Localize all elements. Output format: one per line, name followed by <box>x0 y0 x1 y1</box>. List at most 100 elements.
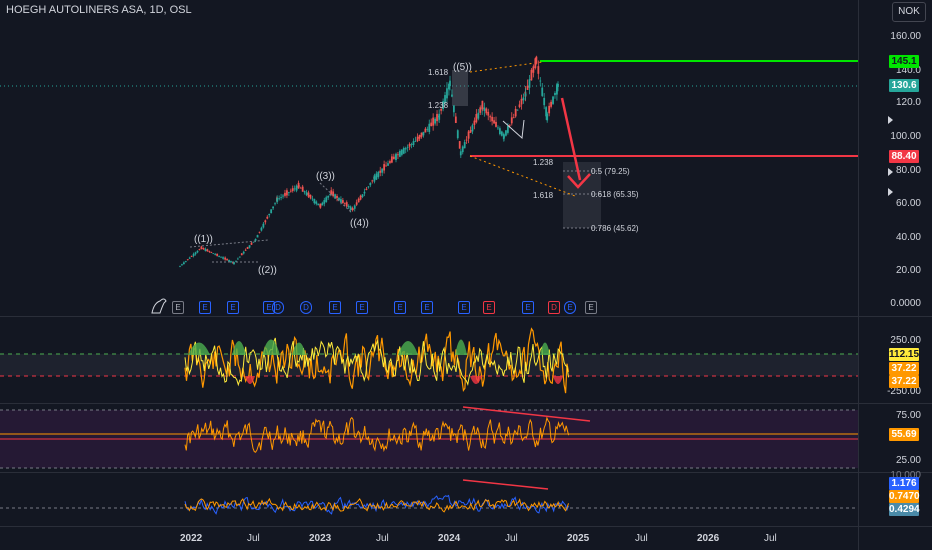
pane-separator-2[interactable] <box>0 403 932 404</box>
time-label: Jul <box>635 533 648 544</box>
candle-body <box>181 264 183 266</box>
candle-body <box>461 146 464 153</box>
price-tick: 60.00 <box>895 198 921 209</box>
dividend-event-marker[interactable]: E <box>564 301 576 314</box>
earnings-event-marker[interactable]: D <box>548 301 560 314</box>
price-candles <box>179 55 559 268</box>
earnings-event-marker[interactable]: E <box>227 301 239 314</box>
candle-body <box>518 104 521 108</box>
candle-body <box>317 203 320 206</box>
time-label: 2023 <box>309 533 332 544</box>
candle-body <box>325 197 328 202</box>
earnings-event-marker[interactable]: E <box>172 301 184 314</box>
candle-body <box>392 156 395 160</box>
earnings-event-marker[interactable]: E <box>585 301 597 314</box>
pane2-positive-area <box>232 341 246 355</box>
fib-box-bottom[interactable] <box>563 162 601 228</box>
candle-body <box>397 154 399 156</box>
candle-body <box>264 220 267 223</box>
candle-body <box>289 190 292 192</box>
earnings-event-marker[interactable]: E <box>329 301 341 314</box>
projection-arrow-line[interactable] <box>560 97 582 181</box>
candle-body <box>503 135 505 138</box>
dividend-event-marker[interactable]: D <box>272 301 284 314</box>
earnings-event-marker[interactable]: E <box>356 301 368 314</box>
candle-body <box>514 108 517 117</box>
candle-body <box>246 247 249 249</box>
candle-body <box>291 188 294 191</box>
earnings-event-marker[interactable]: E <box>263 301 275 314</box>
candle-body <box>206 249 209 252</box>
candle-body <box>349 206 352 211</box>
symbol-title[interactable]: HOEGH AUTOLINERS ASA, 1D, OSL <box>6 4 192 16</box>
candle-body <box>406 146 409 148</box>
earnings-event-marker[interactable]: E <box>421 301 433 314</box>
candle-body <box>410 143 413 145</box>
candle-body <box>528 79 531 88</box>
candle-body <box>498 128 501 135</box>
rsi-divergence-line[interactable] <box>462 406 591 422</box>
pane-separator-1[interactable] <box>0 316 932 317</box>
candle-body <box>351 208 354 210</box>
candle-body <box>204 248 207 252</box>
earnings-event-marker[interactable]: E <box>522 301 534 314</box>
lower-trend-line[interactable] <box>469 155 576 197</box>
candle-body <box>428 123 431 132</box>
wave-label-4: ((4)) <box>350 218 369 229</box>
candle-body <box>446 88 448 99</box>
fib-box-top[interactable] <box>452 70 468 106</box>
wave-pattern-line-3 <box>319 182 353 214</box>
candle-body <box>543 98 546 106</box>
earnings-event-marker[interactable]: E <box>458 301 470 314</box>
candle-body <box>550 101 552 107</box>
candle-body <box>491 116 494 122</box>
candle-body <box>383 164 386 171</box>
candle-body <box>375 173 378 180</box>
candle-body <box>238 256 241 258</box>
time-label: Jul <box>764 533 777 544</box>
candle-body <box>485 108 488 114</box>
pane2-positive-area <box>398 341 418 355</box>
dinosaur-logo-icon[interactable] <box>151 298 167 314</box>
dividend-event-marker[interactable]: D <box>300 301 312 314</box>
candle-body <box>194 252 197 255</box>
earnings-event-marker[interactable]: E <box>483 301 495 314</box>
earnings-event-marker[interactable]: E <box>394 301 406 314</box>
macd-divergence-line[interactable] <box>462 479 549 490</box>
candle-body <box>377 172 380 178</box>
candle-body <box>274 203 276 205</box>
upper-trend-line[interactable] <box>469 61 543 73</box>
pane-separator-3[interactable] <box>0 472 932 473</box>
main-chart-canvas[interactable]: ((1)) ((2)) ((3)) ((4)) ((5)) 1.618 1.23… <box>0 0 858 550</box>
pane3-value-tag: 55.69 <box>889 428 919 441</box>
candle-body <box>186 259 189 261</box>
price-tick: 0.0000 <box>890 298 921 309</box>
resistance-price-tag: 145.1 <box>889 55 919 68</box>
candle-body <box>404 148 407 150</box>
currency-button[interactable]: NOK <box>892 2 926 22</box>
candle-body <box>353 205 356 209</box>
candle-body <box>508 124 511 126</box>
candle-body <box>235 260 237 262</box>
candle-body <box>497 127 499 129</box>
price-tick: 80.00 <box>895 165 921 176</box>
fib-top-1618-label: 1.618 <box>428 68 449 77</box>
candle-body <box>315 201 318 204</box>
candle-body <box>230 261 232 263</box>
candle-body <box>479 107 482 113</box>
price-scale[interactable]: 160.00 140.0 120.0 100.00 80.00 60.00 40… <box>858 0 932 550</box>
last-price-tag: 130.6 <box>889 79 919 92</box>
candle-body <box>400 149 403 155</box>
candle-body <box>524 93 527 96</box>
support-price-tag: 88.40 <box>889 150 919 163</box>
candle-body <box>416 136 419 142</box>
candle-body <box>451 94 453 97</box>
candle-body <box>357 198 360 203</box>
pane2-signal-line <box>184 327 570 394</box>
pane2-oscillator <box>184 327 570 394</box>
candle-body <box>188 257 191 259</box>
candle-body <box>390 156 393 163</box>
earnings-event-marker[interactable]: E <box>199 301 211 314</box>
wave-label-5: ((5)) <box>453 62 472 73</box>
candle-body <box>216 253 219 256</box>
